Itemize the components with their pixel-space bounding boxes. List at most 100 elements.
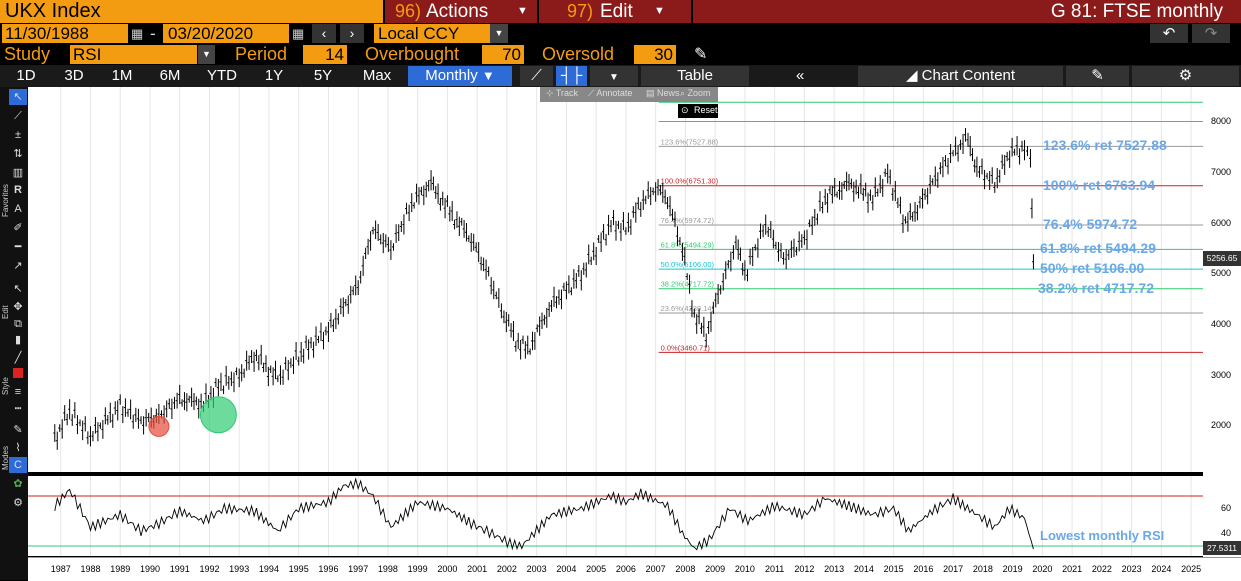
x-tick-label: 1987 <box>50 564 71 574</box>
timeframe-5y[interactable]: 5Y <box>313 67 333 84</box>
collapse-button[interactable]: « <box>752 66 856 86</box>
chart-type-dropdown[interactable]: ▼ <box>590 66 638 86</box>
gear-icon[interactable]: ⚙ <box>13 497 23 509</box>
pencil-icon[interactable]: ✎ <box>13 424 23 436</box>
x-tick-label: 2005 <box>586 564 607 574</box>
rsi-y-tick-label: 60 <box>1220 502 1231 513</box>
edit-menu[interactable]: 97) Edit ▼ <box>539 0 691 23</box>
actions-menu[interactable]: 96) Actions ▼ <box>385 0 537 23</box>
y-tick-label: 4000 <box>1210 319 1231 330</box>
oversold-value: 30 <box>654 45 673 64</box>
currency-select[interactable]: Local CCY <box>374 24 508 43</box>
edit-chart-button[interactable]: ✎ <box>1066 66 1129 86</box>
horizontal-line-icon[interactable]: ━ <box>14 241 22 253</box>
trash-icon[interactable]: ▮ <box>14 334 22 346</box>
retracement-annotation: 76.4% 5974.72 <box>1043 216 1138 233</box>
x-tick-label: 2024 <box>1151 564 1172 574</box>
line-style-icon[interactable]: ╱ <box>14 352 22 364</box>
retracement-annotation: 100% ret 6763.94 <box>1043 176 1156 193</box>
move-icon[interactable]: ✥ <box>13 301 23 313</box>
rsi-panel[interactable]: Lowest monthly RSI <box>28 476 1203 556</box>
arrow-tool-icon[interactable]: ↗ <box>13 260 23 272</box>
magnet-icon[interactable]: C <box>14 459 22 471</box>
bar-chart-button[interactable]: ┤├ <box>556 66 587 86</box>
lasso-icon[interactable]: ⌇ <box>15 442 21 454</box>
timeframe-3d[interactable]: 3D <box>64 67 84 84</box>
y-tick-label: 2000 <box>1210 420 1231 431</box>
frequency-select[interactable]: Monthly ▼ <box>408 66 512 86</box>
overbought-label: Overbought <box>365 44 460 64</box>
period-field[interactable]: 14 <box>303 45 347 64</box>
undo-icon: ↶ <box>1162 25 1176 42</box>
ray-tool-icon[interactable]: ± <box>14 129 22 141</box>
price-chart[interactable]: 138.2%123.6%(7527.88)100.0%(6751.30)76.4… <box>28 87 1203 472</box>
start-date-field[interactable]: 11/30/1988 <box>2 24 128 43</box>
annotate-button[interactable]: ⟋ Annotate <box>588 88 633 98</box>
timeframe-1m[interactable]: 1M <box>111 67 133 84</box>
text-tool-icon[interactable]: A <box>14 203 22 215</box>
end-date-field[interactable]: 03/20/2020 <box>163 24 289 43</box>
reset-button[interactable]: ⊙ Reset <box>678 104 718 118</box>
x-tick-label: 1998 <box>377 564 398 574</box>
overbought-field[interactable]: 70 <box>482 45 524 64</box>
channel-tool-icon[interactable]: ⇅ <box>13 148 23 160</box>
chevron-down-icon[interactable]: ▼ <box>198 45 215 64</box>
color-swatch-icon[interactable] <box>13 368 23 378</box>
oversold-field[interactable]: 30 <box>634 45 676 64</box>
chevron-down-icon: ▼ <box>517 5 528 17</box>
timeframe-max[interactable]: Max <box>362 67 392 84</box>
y-tick-label: 3000 <box>1210 369 1231 380</box>
palette-icon[interactable]: ✿ <box>13 478 23 490</box>
line-tool-icon[interactable]: ⟋ <box>14 110 22 122</box>
x-tick-label: 1988 <box>80 564 101 574</box>
y-tick-label: 6000 <box>1210 217 1231 228</box>
dash-style-icon[interactable]: ┅ <box>14 403 22 415</box>
track-button[interactable]: ⊹ Track <box>546 88 579 98</box>
x-tick-label: 1990 <box>139 564 160 574</box>
settings-button[interactable]: ⚙ <box>1132 66 1239 86</box>
study-select[interactable]: RSI <box>70 45 197 64</box>
ticker-field[interactable]: UKX Index <box>0 0 383 23</box>
x-tick-label: 1995 <box>288 564 309 574</box>
copy-icon[interactable]: ⧉ <box>14 318 22 330</box>
news-label: News <box>657 88 680 98</box>
brush-tool-icon[interactable]: ✐ <box>13 222 23 234</box>
line-chart-button[interactable]: ⟋ <box>520 66 553 86</box>
fib-label: 38.2%(4717.72) <box>661 280 715 289</box>
calendar-icon[interactable]: ▦ <box>292 26 305 41</box>
calendar-icon[interactable]: ▦ <box>131 26 144 41</box>
redo-icon: ↷ <box>1204 25 1218 42</box>
undo-button[interactable]: ↶ <box>1150 24 1188 43</box>
pointer-icon[interactable]: ↖ <box>13 91 23 103</box>
chart-content-button[interactable]: ◢ Chart Content <box>858 66 1063 86</box>
ticker-label: UKX Index <box>5 0 101 22</box>
pencil-icon[interactable]: ✎ <box>694 46 708 63</box>
timeframe-1y[interactable]: 1Y <box>264 67 284 84</box>
fibonacci-tool-icon[interactable]: ▥ <box>12 167 24 179</box>
zoom-button[interactable]: ⌕ Zoom <box>680 88 711 98</box>
retracement-tool-icon[interactable]: R <box>14 184 22 196</box>
x-tick-label: 2000 <box>437 564 458 574</box>
chart-content-label: Chart Content <box>921 67 1016 84</box>
select-icon[interactable]: ↖ <box>13 283 23 295</box>
redo-button[interactable]: ↷ <box>1192 24 1230 43</box>
news-button[interactable]: ▤ News <box>646 88 680 98</box>
previous-button[interactable]: ‹ <box>312 24 336 43</box>
x-tick-label: 2009 <box>705 564 726 574</box>
line-weight-icon[interactable]: ≡ <box>14 386 22 398</box>
timeframe-6m[interactable]: 6M <box>159 67 181 84</box>
rsi-chart-svg <box>28 476 1203 556</box>
chevron-down-icon[interactable]: ▼ <box>490 24 508 43</box>
timeframe-1d[interactable]: 1D <box>16 67 36 84</box>
table-label: Table <box>677 67 713 84</box>
x-tick-label: 1996 <box>318 564 339 574</box>
x-tick-label: 1992 <box>199 564 220 574</box>
fib-label: 0.0%(3460.71) <box>661 343 711 352</box>
chevron-down-icon: ▼ <box>609 72 619 83</box>
next-button[interactable]: › <box>340 24 364 43</box>
x-tick-label: 2011 <box>764 564 785 574</box>
timeframe-ytd[interactable]: YTD <box>207 67 237 84</box>
table-button[interactable]: Table <box>641 66 749 86</box>
end-date: 03/20/2020 <box>168 24 254 43</box>
study-bar: Study RSI ▼ Period 14 Overbought 70 Over… <box>0 44 1241 65</box>
